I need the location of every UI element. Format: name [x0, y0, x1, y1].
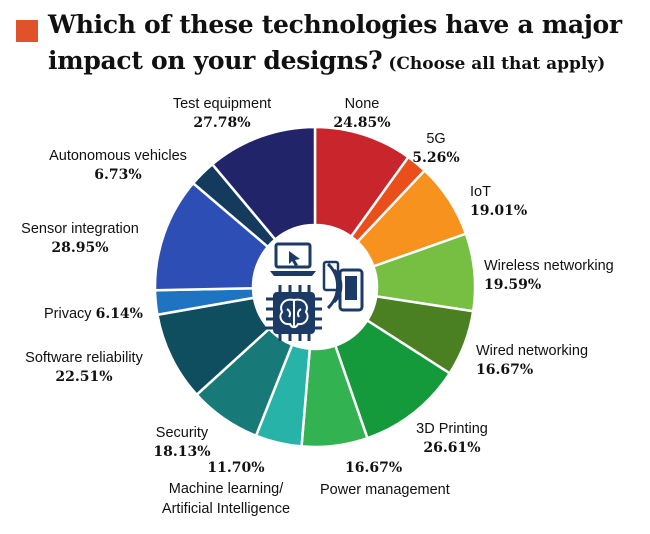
title-accent-square	[16, 20, 38, 42]
donut-hole	[253, 225, 377, 349]
slice-label-iot: IoT	[470, 184, 491, 200]
slice-label-software-reliability: Software reliability	[25, 350, 143, 366]
slice-label-machine-learning-artificial-intelligence-line1: Machine learning/	[169, 481, 284, 497]
slice-label-3d-printing: 3D Printing	[416, 421, 488, 437]
slice-label-sensor-integration: Sensor integration	[21, 221, 139, 237]
brain-chip-icon	[266, 285, 322, 341]
title-line-1: Which of these technologies have a major	[48, 10, 622, 39]
slice-label-security: Security	[156, 425, 209, 441]
chart-subtitle: (Choose all that apply)	[388, 54, 606, 74]
slice-value-wired-networking: 16.67%	[476, 362, 533, 378]
center-emblem	[253, 225, 377, 349]
slice-label-none: None	[345, 96, 380, 112]
slice-value-none: 24.85%	[333, 115, 390, 131]
slice-value-3d-printing: 26.61%	[423, 440, 480, 456]
slice-value-test-equipment: 27.78%	[193, 115, 250, 131]
slice-label-wired-networking: Wired networking	[476, 343, 588, 359]
slice-value-wireless-networking: 19.59%	[484, 277, 541, 293]
wireless-phone-icon	[322, 260, 364, 312]
slice-label-wireless-networking: Wireless networking	[484, 258, 614, 274]
slice-label-test-equipment: Test equipment	[173, 96, 271, 112]
donut-slices	[153, 125, 477, 449]
slice-value-sensor-integration: 28.95%	[51, 240, 108, 256]
slice-value-5g: 5.26%	[412, 150, 459, 166]
slice-value-software-reliability: 22.51%	[55, 369, 112, 385]
slice-value-autonomous-vehicles: 6.73%	[94, 167, 141, 183]
slice-label-5g: 5G	[426, 131, 445, 147]
slice-labels: None 24.85% 5G 5.26% IoT 19.01% Wireless netwo…	[21, 96, 614, 517]
slice-label-machine-learning-artificial-intelligence-line2: Artificial Intelligence	[162, 501, 290, 517]
slice-value-power-management: 16.67%	[345, 460, 402, 476]
title-line-2-text: impact on your designs?	[48, 46, 383, 75]
slice-label-power-management: Power management	[320, 482, 450, 498]
slice-label-autonomous-vehicles: Autonomous vehicles	[49, 148, 187, 164]
slice-label-privacy: Privacy 6.14%	[44, 306, 143, 322]
title-line-2: impact on your designs? (Choose all that …	[48, 46, 605, 75]
laptop-cursor-icon	[270, 242, 316, 276]
slice-value-security: 18.13%	[153, 444, 210, 460]
slice-value-iot: 19.01%	[470, 203, 527, 219]
slice-value-machine-learning-artificial-intelligence: 11.70%	[207, 460, 264, 476]
